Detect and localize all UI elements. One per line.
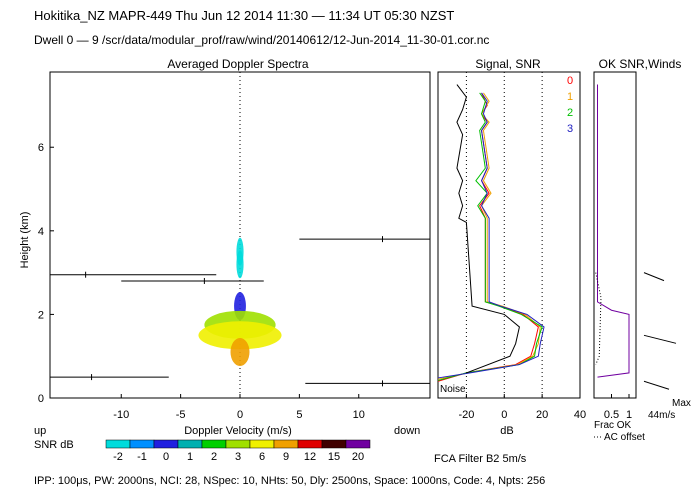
db-axis: -20 0 20 40 <box>458 394 586 421</box>
colorbar-swatch-4 <box>201 439 227 449</box>
colorbar-swatches <box>105 439 371 449</box>
signal-series-0 <box>437 92 539 382</box>
footer-params: IPP: 100μs, PW: 2000ns, NCI: 28, NSpec: … <box>34 475 545 487</box>
frac-tick-label-0: 0.5 <box>604 409 619 421</box>
signal-title: Signal, SNR <box>475 57 541 71</box>
colorbar-swatch-1 <box>129 439 155 449</box>
height-tick-label-2: 4 <box>38 226 44 238</box>
colorbar-levels: -2 -1 0 1 2 3 6 9 12 15 20 <box>113 451 364 463</box>
winds-frame <box>593 71 637 399</box>
wind-barb-0 <box>643 272 665 282</box>
colorbar-level-0: -2 <box>113 451 123 463</box>
echo-layer-4 <box>198 321 282 350</box>
velocity-tick-label-2: 0 <box>237 409 243 421</box>
signal-series-3 <box>437 92 545 379</box>
db-tick-label-2: 20 <box>536 409 548 421</box>
colorbar-level-3: 1 <box>187 451 193 463</box>
frac-ok-label: Frac OK <box>594 420 632 431</box>
colorbar-level-7: 9 <box>283 451 289 463</box>
wind-barb-1 <box>643 334 677 344</box>
max-wind-label: Max <box>672 398 691 409</box>
spectra-title: Averaged Doppler Spectra <box>167 57 309 71</box>
colorbar-swatch-6 <box>249 439 275 449</box>
height-tick-label-0: 0 <box>38 393 44 405</box>
colorbar-level-6: 6 <box>259 451 265 463</box>
winds-series-ac-offset <box>595 272 602 365</box>
db-axis-label: dB <box>500 425 513 437</box>
winds-panel: 0.5 1 Frac OK AC offset Max 44m/s <box>593 71 691 443</box>
legend-entry-2: 2 <box>567 107 573 119</box>
colorbar-level-2: 0 <box>163 451 169 463</box>
legend: 0 1 2 3 <box>567 75 573 135</box>
velocity-tick-label-4: 10 <box>353 409 365 421</box>
signal-panel: -20 0 20 40 dB Noise 0 1 2 3 <box>437 71 586 437</box>
signal-series-2 <box>437 92 543 381</box>
legend-entry-3: 3 <box>567 123 573 135</box>
spectra-panel: -10 -5 0 5 10 0 2 4 6 Doppler Velocity (m/s) He… <box>19 71 431 437</box>
colorbar-up: up <box>34 425 46 437</box>
colorbar-level-1: -1 <box>137 451 147 463</box>
echo-layer-5 <box>230 338 250 367</box>
wind-barbs <box>643 272 677 390</box>
header-line1: Hokitika_NZ MAPR-449 Thu Jun 12 2014 11:… <box>34 8 454 23</box>
frac-ok-axis: 0.5 1 <box>604 394 632 421</box>
colorbar: up down SNR dB -2 -1 0 1 2 3 6 9 12 15 20 <box>34 425 420 463</box>
noise-label: Noise <box>440 384 466 395</box>
height-tick-label-1: 2 <box>38 309 44 321</box>
colorbar-level-8: 12 <box>304 451 316 463</box>
signal-series-signal <box>456 84 520 374</box>
legend-entry-1: 1 <box>567 91 573 103</box>
colorbar-level-5: 3 <box>235 451 241 463</box>
colorbar-down: down <box>394 425 420 437</box>
legend-entry-0: 0 <box>567 75 573 87</box>
signal-series <box>437 84 545 382</box>
wind-barb-2 <box>643 380 670 390</box>
height-tick-label-3: 6 <box>38 142 44 154</box>
db-tick-label-1: 0 <box>501 409 507 421</box>
colorbar-swatch-8 <box>297 439 323 449</box>
height-axis: 0 2 4 6 <box>38 142 54 405</box>
colorbar-swatch-2 <box>153 439 179 449</box>
velocity-tick-label-0: -10 <box>113 409 129 421</box>
winds-title: OK SNR,Winds <box>599 57 682 71</box>
colorbar-swatch-3 <box>177 439 203 449</box>
velocity-tick-label-1: -5 <box>176 409 186 421</box>
velocity-tick-label-3: 5 <box>296 409 302 421</box>
colorbar-swatch-5 <box>225 439 251 449</box>
colorbar-level-4: 2 <box>211 451 217 463</box>
velocity-axis: -10 -5 0 5 10 <box>113 394 365 421</box>
frac-tick-label-1: 1 <box>626 409 632 421</box>
colorbar-level-10: 20 <box>352 451 364 463</box>
db-tick-label-3: 40 <box>574 409 586 421</box>
signal-grid <box>465 72 543 398</box>
signal-series-1 <box>437 92 541 380</box>
winds-series-frac-ok <box>597 84 630 378</box>
moment-bars <box>50 236 430 387</box>
echo-layers <box>198 237 282 367</box>
max-wind-value: 44m/s <box>648 410 675 421</box>
header-line2: Dwell 0 — 9 /scr/data/modular_prof/raw/w… <box>34 33 489 47</box>
colorbar-level-9: 15 <box>328 451 340 463</box>
echo-layer-1 <box>236 250 244 279</box>
colorbar-swatch-9 <box>321 439 347 449</box>
frac-ok-series <box>595 84 630 378</box>
fca-filter: FCA Filter B2 5m/s <box>434 453 527 465</box>
signal-frame <box>437 71 581 399</box>
colorbar-swatch-7 <box>273 439 299 449</box>
db-tick-label-0: -20 <box>458 409 474 421</box>
velocity-axis-label: Doppler Velocity (m/s) <box>184 425 292 437</box>
colorbar-swatch-0 <box>105 439 131 449</box>
colorbar-label: SNR dB <box>34 439 74 451</box>
height-axis-label: Height (km) <box>19 212 31 269</box>
colorbar-swatch-10 <box>345 439 371 449</box>
ac-offset-label: AC offset <box>604 432 645 443</box>
